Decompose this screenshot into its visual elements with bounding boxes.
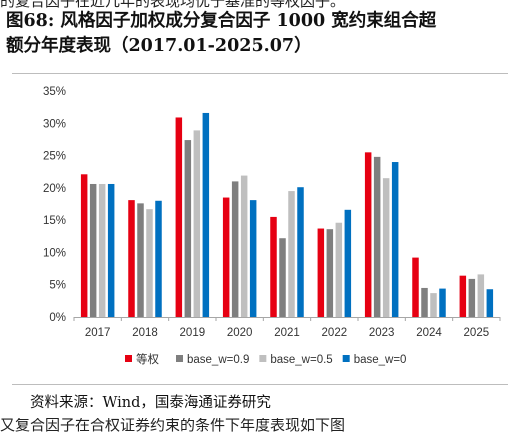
x-tick-label: 2021 [274,327,300,339]
bar-base-w-0-5-2022 [335,222,343,317]
legend-swatch [342,355,350,362]
bar-base-w-0-5-2021 [288,191,295,317]
y-tick-label: 15% [43,215,66,227]
legend-label: base_w=0.5 [270,354,332,366]
bar-base-w-0-2023 [391,162,399,317]
bar-base-w-0-2022 [344,209,352,317]
x-tick-label: 2023 [369,327,395,339]
legend-label: base_w=0 [354,354,407,366]
y-tick-label: 20% [43,183,66,195]
x-tick-label: 2024 [416,327,442,339]
bar-base-w-0-2020 [249,200,257,317]
legend-label: 等权 [136,352,159,366]
bar---2022 [317,228,325,317]
legend-swatch [125,355,132,362]
y-tick-label: 30% [43,118,66,130]
bar-base-w-0-5-2024 [430,293,437,317]
bar-base-w-0-5-2017 [98,183,106,317]
bar-base-w-0-9-2023 [373,156,381,317]
bar-base-w-0-5-2018 [146,209,153,317]
bar-base-w-0-2024 [439,288,446,317]
bar-base-w-0-9-2020 [231,181,239,317]
y-tick-label: 5% [49,280,66,292]
bar---2017 [80,174,88,317]
bar-base-w-0-9-2018 [137,203,144,317]
figure-title: 图68: 风格因子加权成分复合因子 1000 宽约束组合超 额分年度表现（201… [6,9,516,59]
x-tick-label: 2018 [132,327,158,339]
bar---2023 [364,152,372,317]
bar---2024 [412,257,419,317]
bar-base-w-0-9-2021 [279,238,286,317]
bar-base-w-0-5-2023 [382,178,390,317]
bar---2020 [222,197,230,317]
bar---2018 [128,200,135,317]
bar-base-w-0-9-2017 [89,183,97,317]
source-note: 资料来源：Wind，国泰海通证券研究 [30,395,271,411]
bar---2019 [175,117,183,317]
bar-base-w-0-9-2024 [421,287,428,317]
chart-frame: 0% 5% 10% 15% 20% 25% 30% 35% 2017 2018 2019 2020 20… [12,73,508,385]
bar-base-w-0-5-2019 [193,130,201,317]
clipped-preceding-text: 的复合因子在近几年的表现均优于基准的等权因子。 [0,0,520,8]
bar-base-w-0-5-2020 [240,175,248,317]
clipped-following-text: 又复合因子在合权证券约束的条件下年度表现如下图 [0,418,346,432]
bar-base-w-0-5-2025 [477,274,485,317]
figure-title-line-2: 额分年度表现（2017.01-2025.07） [6,36,312,56]
bar-base-w-0-9-2019 [184,140,192,317]
bar---2025 [459,275,467,317]
y-tick-label: 0% [49,312,66,324]
x-tick-label: 2019 [180,327,206,339]
x-tick-label: 2022 [322,327,348,339]
legend-label: base_w=0.9 [187,354,249,366]
bar-base-w-0-2025 [486,289,494,317]
figure-title-line-1: 图68: 风格因子加权成分复合因子 1000 宽约束组合超 [6,11,437,31]
bar-base-w-0-2019 [202,112,210,317]
bar-base-w-0-2018 [155,200,162,317]
y-tick-label: 10% [43,247,66,259]
legend-swatch [176,355,183,362]
x-tick-label: 2017 [85,327,111,339]
y-tick-label: 35% [43,86,66,98]
bar-base-w-0-2021 [297,187,304,317]
x-tick-label: 2020 [227,327,253,339]
bar-chart: 0% 5% 10% 15% 20% 25% 30% 35% 2017 2018 2019 2020 20… [43,86,501,366]
bar-base-w-0-9-2022 [326,229,334,317]
bar---2021 [270,216,277,317]
bar-base-w-0-9-2025 [468,278,476,317]
y-tick-label: 25% [43,151,66,163]
x-tick-label: 2025 [464,327,490,339]
bar-base-w-0-2017 [107,183,115,317]
legend-swatch [259,355,267,362]
